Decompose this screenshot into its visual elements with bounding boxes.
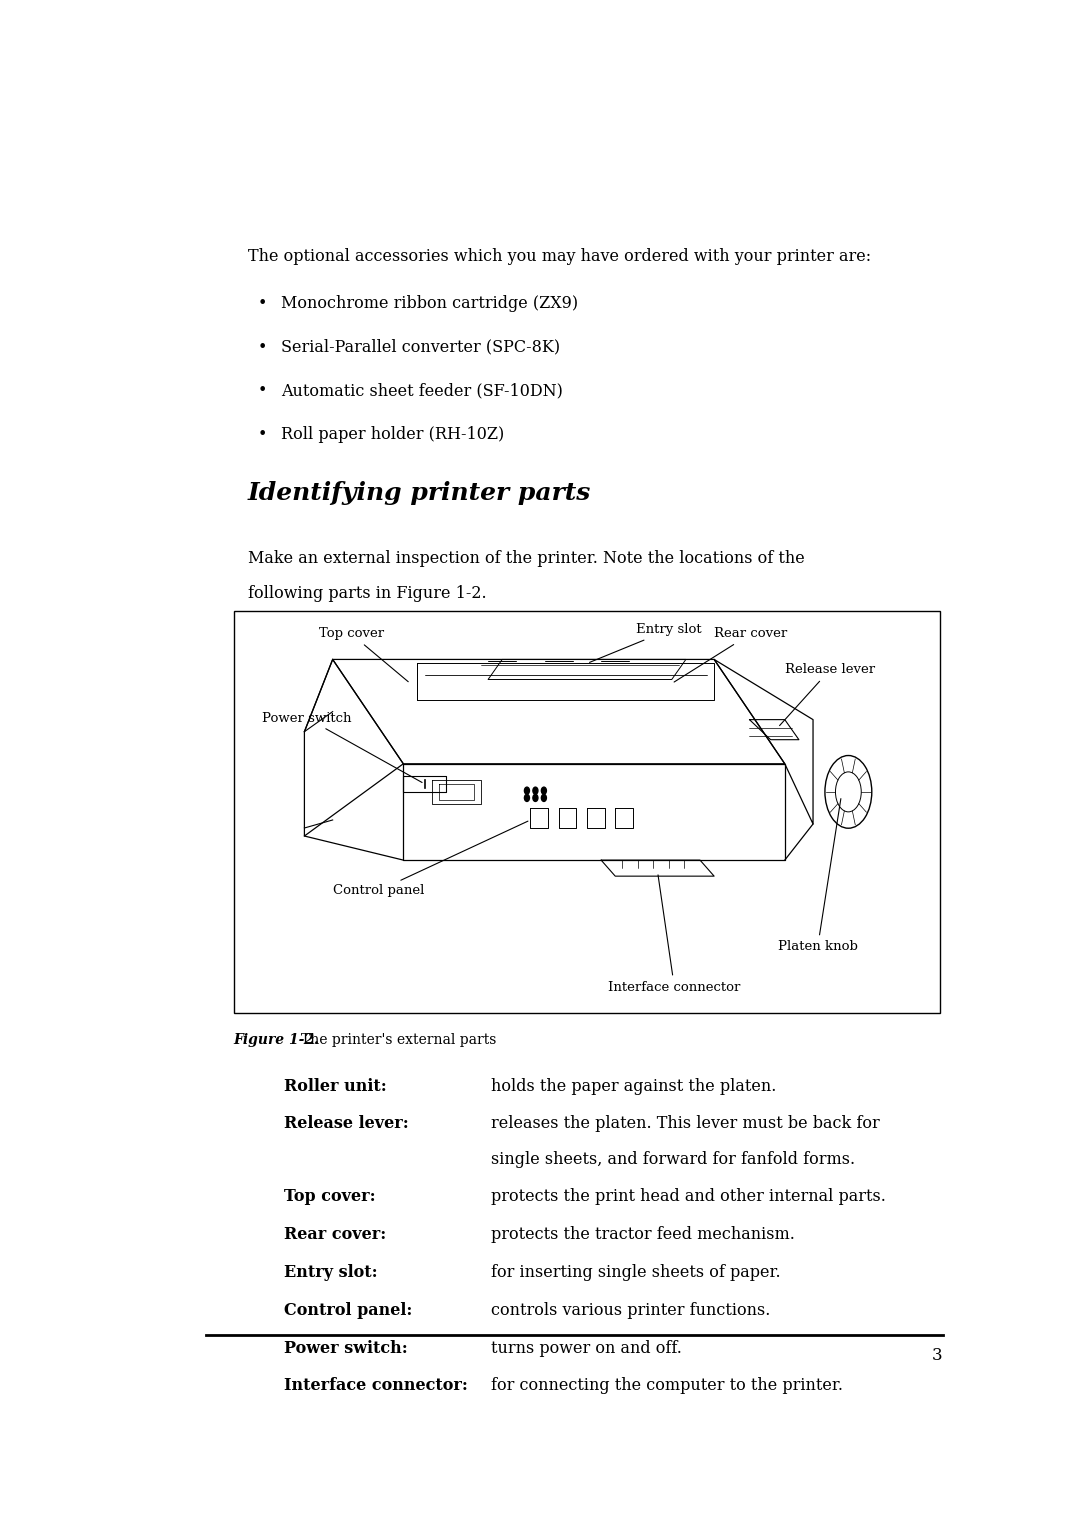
Text: protects the tractor feed mechanism.: protects the tractor feed mechanism. [490, 1226, 795, 1243]
Text: •: • [258, 426, 268, 443]
Text: Top cover: Top cover [319, 627, 408, 682]
Text: Release lever:: Release lever: [284, 1116, 408, 1133]
Text: Entry slot:: Entry slot: [284, 1265, 378, 1282]
Text: following parts in Figure 1-2.: following parts in Figure 1-2. [248, 586, 487, 602]
Circle shape [525, 794, 529, 802]
Text: for connecting the computer to the printer.: for connecting the computer to the print… [490, 1377, 842, 1395]
Text: Figure 1-2.: Figure 1-2. [233, 1033, 320, 1047]
Text: •: • [258, 294, 268, 311]
Bar [233, 612, 941, 1013]
Text: Interface connector:: Interface connector: [284, 1377, 468, 1395]
Text: controls various printer functions.: controls various printer functions. [490, 1302, 770, 1318]
Text: Release lever: Release lever [780, 664, 875, 725]
Text: •: • [258, 339, 268, 356]
Text: single sheets, and forward for fanfold forms.: single sheets, and forward for fanfold f… [490, 1151, 855, 1168]
Text: releases the platen. This lever must be back for: releases the platen. This lever must be … [490, 1116, 879, 1133]
Text: 3: 3 [932, 1346, 943, 1364]
Text: turns power on and off.: turns power on and off. [490, 1340, 681, 1357]
Text: Power switch:: Power switch: [284, 1340, 408, 1357]
Text: Top cover:: Top cover: [284, 1188, 376, 1205]
Text: holds the paper against the platen.: holds the paper against the platen. [490, 1078, 777, 1095]
Text: •: • [258, 382, 268, 399]
Text: Interface connector: Interface connector [608, 875, 741, 993]
Text: Control panel: Control panel [333, 822, 528, 897]
Text: Platen knob: Platen knob [778, 799, 858, 954]
Text: Rear cover: Rear cover [674, 627, 787, 682]
Text: The optional accessories which you may have ordered with your printer are:: The optional accessories which you may h… [248, 248, 872, 265]
Circle shape [532, 794, 538, 802]
Text: Power switch: Power switch [262, 711, 422, 782]
Text: Monochrome ribbon cartridge (ZX9): Monochrome ribbon cartridge (ZX9) [282, 294, 579, 311]
Text: Serial-Parallel converter (SPC-8K): Serial-Parallel converter (SPC-8K) [282, 339, 561, 356]
Text: Rear cover:: Rear cover: [284, 1226, 387, 1243]
Text: Automatic sheet feeder (SF-10DN): Automatic sheet feeder (SF-10DN) [282, 382, 564, 399]
Circle shape [532, 786, 538, 794]
Text: Control panel:: Control panel: [284, 1302, 413, 1318]
Text: for inserting single sheets of paper.: for inserting single sheets of paper. [490, 1265, 781, 1282]
Text: Roller unit:: Roller unit: [284, 1078, 387, 1095]
Circle shape [541, 786, 546, 794]
Text: Roll paper holder (RH-10Z): Roll paper holder (RH-10Z) [282, 426, 504, 443]
Text: Entry slot: Entry slot [590, 624, 702, 662]
Text: protects the print head and other internal parts.: protects the print head and other intern… [490, 1188, 886, 1205]
Circle shape [541, 794, 546, 802]
Circle shape [525, 786, 529, 794]
Text: Make an external inspection of the printer. Note the locations of the: Make an external inspection of the print… [248, 550, 805, 567]
Text: Identifying printer parts: Identifying printer parts [248, 481, 592, 506]
Text: The printer's external parts: The printer's external parts [300, 1033, 496, 1047]
